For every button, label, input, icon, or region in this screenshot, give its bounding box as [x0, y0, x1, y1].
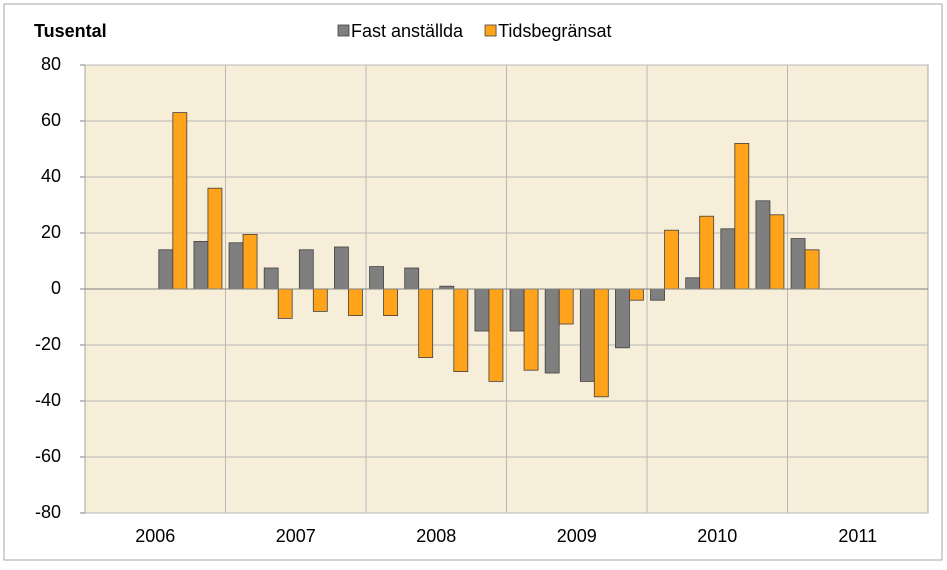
y-tick-label: 40 [41, 166, 61, 186]
bar [509, 288, 525, 332]
bar [172, 112, 188, 290]
legend-swatch [337, 24, 350, 37]
x-tick-label: 2007 [276, 526, 316, 546]
bar [242, 233, 258, 290]
bar [474, 288, 490, 332]
y-tick-label: -60 [35, 446, 61, 466]
bar [453, 288, 469, 372]
bar [615, 288, 630, 349]
legend-label: Fast anställda [351, 21, 464, 41]
bar [593, 288, 609, 398]
x-tick-label: 2006 [135, 526, 175, 546]
bar [207, 187, 223, 290]
bar [228, 242, 244, 290]
bar [790, 238, 806, 290]
bar [685, 277, 701, 290]
y-tick-label: -80 [35, 502, 61, 522]
bar [734, 142, 750, 290]
bar [579, 288, 595, 382]
bar [312, 288, 328, 312]
bar [158, 249, 174, 290]
x-tick-label: 2009 [557, 526, 597, 546]
legend-label: Tidsbegränsat [498, 21, 611, 41]
bar [334, 246, 349, 290]
y-tick-label: 20 [41, 222, 61, 242]
bar [488, 288, 504, 382]
bar [558, 288, 574, 325]
bar [523, 288, 539, 371]
bar [263, 267, 279, 290]
legend-swatch [484, 24, 497, 37]
bar [650, 288, 665, 301]
y-tick-label: -20 [35, 334, 61, 354]
bar [699, 215, 715, 290]
bar [418, 288, 434, 358]
bar [348, 288, 363, 317]
bar [193, 240, 209, 290]
x-tick-label: 2008 [416, 526, 456, 546]
y-tick-label: 0 [51, 278, 61, 298]
y-tick-label: -40 [35, 390, 61, 410]
bar [544, 288, 560, 374]
bar [755, 200, 771, 290]
bar [298, 249, 314, 290]
bar [769, 214, 785, 290]
y-axis-label: Tusental [34, 21, 107, 41]
bar [277, 288, 293, 319]
x-tick-label: 2010 [697, 526, 737, 546]
bar [404, 267, 420, 290]
bar [383, 288, 398, 317]
bar [629, 288, 644, 301]
y-tick-label: 80 [41, 54, 61, 74]
x-tick-label: 2011 [838, 526, 877, 546]
bar [804, 249, 820, 290]
bar [664, 229, 679, 290]
bar [720, 228, 736, 290]
y-tick-label: 60 [41, 110, 61, 130]
bar [369, 266, 384, 290]
